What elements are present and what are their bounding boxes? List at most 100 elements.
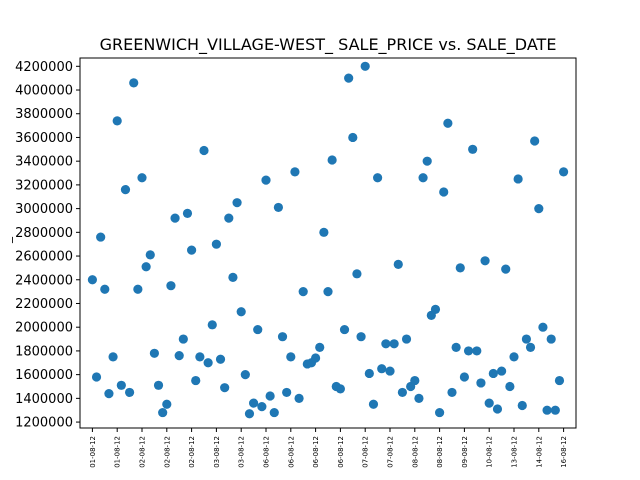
data-point — [377, 364, 387, 374]
data-point — [133, 284, 143, 294]
data-point — [534, 204, 544, 214]
data-point — [215, 354, 226, 364]
data-point — [525, 342, 536, 352]
data-point — [468, 144, 478, 154]
data-point — [261, 175, 271, 185]
data-point — [315, 342, 325, 352]
data-point — [87, 275, 97, 285]
data-point — [220, 383, 230, 393]
data-point — [364, 368, 374, 379]
data-point — [418, 173, 428, 183]
data-point — [393, 259, 403, 269]
x-tick-label: 14-08-12 — [535, 436, 543, 468]
data-point — [472, 346, 482, 356]
data-point — [521, 334, 532, 344]
data-point — [273, 202, 283, 213]
data-point — [182, 208, 193, 218]
data-point — [166, 281, 176, 291]
data-point — [108, 352, 118, 362]
data-point — [381, 339, 391, 349]
data-point — [554, 375, 565, 386]
data-point — [277, 332, 288, 342]
data-point — [207, 320, 217, 330]
data-point — [530, 136, 540, 146]
data-point — [435, 407, 445, 418]
y-axis-label: _ — [0, 236, 13, 244]
x-tick-label: 13-08-12 — [511, 436, 519, 468]
data-point — [401, 334, 412, 344]
x-tick-label: 01-08-12 — [114, 436, 122, 468]
data-point — [451, 342, 461, 352]
data-point — [323, 287, 333, 297]
data-point — [344, 73, 354, 83]
data-point — [191, 375, 201, 386]
data-point — [501, 264, 511, 274]
data-point — [224, 213, 234, 223]
data-point — [290, 167, 300, 177]
data-point — [319, 227, 329, 237]
data-point — [253, 324, 263, 335]
x-tick-label: 06-08-12 — [263, 436, 271, 468]
data-point — [497, 366, 507, 376]
data-point — [158, 407, 168, 418]
data-point — [414, 393, 424, 403]
data-point — [286, 352, 296, 362]
data-point — [348, 132, 358, 143]
x-tick-label: 06-08-12 — [337, 436, 345, 468]
plot-area-frame — [79, 57, 577, 429]
data-point — [269, 407, 279, 418]
data-point — [174, 351, 184, 361]
data-point — [153, 380, 164, 390]
x-tick-label: 06-08-12 — [312, 436, 320, 468]
y-tick-label: 3200000 — [15, 178, 73, 193]
x-tick-label: 01-08-12 — [89, 436, 97, 468]
data-point — [389, 339, 399, 349]
x-tick-label: 09-08-12 — [461, 436, 469, 468]
data-point — [410, 375, 420, 386]
y-tick-label: 4000000 — [15, 84, 73, 99]
data-point — [91, 372, 102, 382]
data-point — [125, 387, 135, 398]
data-point — [311, 353, 321, 363]
data-point — [203, 358, 213, 368]
data-point — [339, 324, 350, 335]
y-tick-label: 1200000 — [15, 416, 73, 431]
data-point — [439, 187, 449, 197]
data-point — [397, 387, 407, 398]
data-point — [232, 198, 242, 208]
data-point — [360, 61, 370, 71]
data-point — [455, 263, 465, 273]
data-point — [368, 399, 379, 409]
data-point — [236, 307, 246, 317]
x-tick-label: 02-08-12 — [163, 436, 171, 468]
data-point — [141, 262, 151, 272]
x-tick-label: 02-08-12 — [188, 436, 196, 468]
data-point — [335, 384, 345, 394]
y-tick-label: 1400000 — [15, 392, 73, 407]
data-point — [100, 284, 110, 294]
data-point — [137, 173, 147, 183]
data-point — [116, 380, 126, 390]
data-point — [178, 334, 188, 344]
y-tick-label: 4200000 — [15, 60, 73, 75]
data-point — [257, 402, 267, 412]
y-tick-label: 2200000 — [15, 297, 73, 312]
x-tick-label: 03-08-12 — [238, 436, 246, 468]
data-point — [546, 334, 556, 344]
data-point — [294, 393, 304, 403]
x-tick-label: 02-08-12 — [139, 436, 147, 468]
y-axis-ticks: 1200000 1400000 1600000 1800000 2000000 22000… — [15, 60, 80, 431]
data-point — [145, 250, 155, 260]
y-tick-label: 3000000 — [15, 202, 73, 217]
data-point — [199, 145, 209, 156]
x-tick-label: 07-08-12 — [362, 436, 370, 468]
x-axis-ticks: 01-08-12 01-08-12 02-08-12 02-08-12 02-08-12… — [89, 428, 568, 468]
data-point — [513, 174, 523, 184]
data-point — [517, 400, 527, 411]
data-point — [373, 173, 383, 183]
data-point — [240, 370, 250, 380]
data-point — [484, 398, 494, 408]
data-point — [249, 398, 259, 408]
y-tick-label: 3800000 — [15, 107, 73, 122]
data-point — [356, 332, 366, 342]
